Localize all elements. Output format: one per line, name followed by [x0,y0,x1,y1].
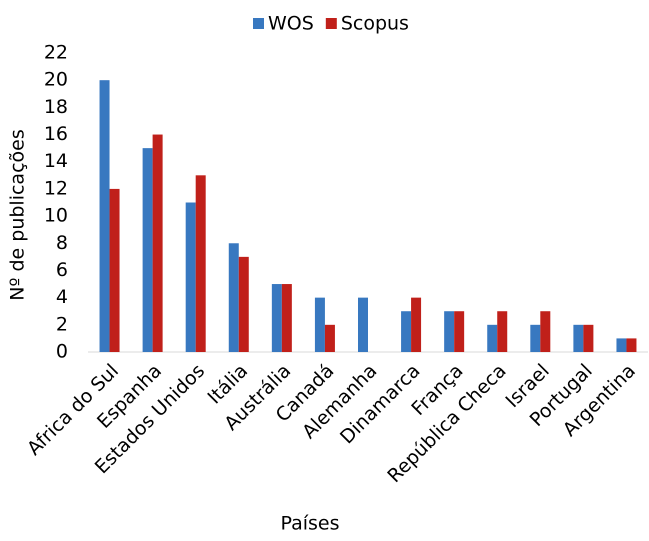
y-tick-label: 20 [44,69,68,91]
y-tick-label: 16 [44,123,68,145]
y-tick-label: 2 [56,313,68,335]
bar [271,284,282,352]
bar [142,148,153,352]
y-tick-label: 8 [56,232,68,254]
bar [583,324,594,352]
bar [109,188,120,352]
bar [573,324,584,352]
x-axis-title: Países [280,513,339,535]
y-tick-label: 6 [56,259,68,281]
bar [444,311,455,352]
bar [454,311,465,352]
bar [281,284,292,352]
legend-swatch [325,18,337,29]
y-tick-label: 4 [56,286,68,308]
bar [401,311,412,352]
bar [195,175,206,352]
legend-label: WOS [268,13,314,35]
legend-swatch [253,18,264,29]
bar [228,243,239,352]
y-axis-title: Nº de publicações [7,129,29,300]
bar [185,202,196,352]
legend-label: Scopus [341,13,409,35]
bar [626,338,637,352]
bar [411,297,422,352]
bar [616,338,627,352]
bar [530,324,541,352]
bar [314,297,325,352]
y-tick-label: 18 [44,96,68,118]
bar [324,324,335,352]
bar [497,311,508,352]
y-tick-label: 12 [44,177,68,199]
bar [487,324,498,352]
y-tick-label: 22 [44,42,68,64]
bar [358,297,368,352]
bar [152,134,163,352]
y-tick-label: 0 [56,341,68,363]
y-tick-label: 14 [44,150,68,172]
y-tick-label: 10 [44,205,68,227]
bar [540,311,551,352]
bar [99,80,110,352]
bar [238,256,249,352]
